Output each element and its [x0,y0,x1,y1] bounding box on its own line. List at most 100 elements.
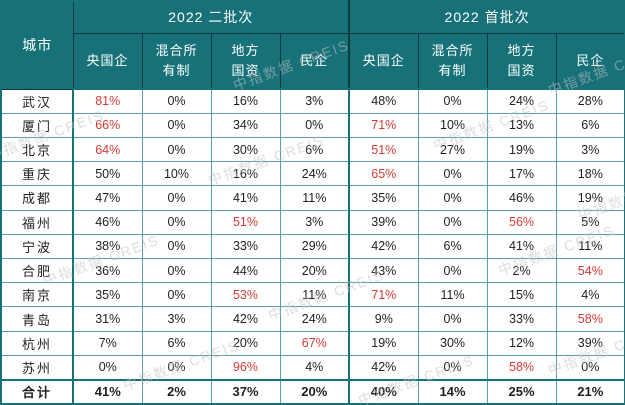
table-row: 福州 46% 0% 51% 3% 39% 0% 56% 5% [0,209,625,235]
value-cell: 0% [417,258,488,284]
group-header-second-batch: 2022 二批次 [72,0,350,34]
table-row: 青岛 31% 3% 42% 24% 9% 0% 33% 58% [0,306,625,332]
city-cell: 武汉 [0,88,74,114]
value-cell: 66% [72,112,143,138]
total-label-cell: 合计 [0,378,74,405]
value-cell: 71% [348,282,419,308]
value-cell: 65% [348,161,419,187]
value-cell: 31% [72,306,143,332]
value-cell: 53% [210,282,281,308]
value-cell: 20% [279,258,350,284]
group-header-row: 城市 2022 二批次 2022 首批次 [0,0,625,90]
value-cell: 12% [486,330,557,356]
value-cell: 0% [141,209,212,235]
value-cell: 2% [141,378,212,405]
value-cell: 41% [72,378,143,405]
table-row: 成都 47% 0% 41% 11% 35% 0% 46% 19% [0,185,625,211]
city-cell: 宁波 [0,233,74,260]
city-cell: 成都 [0,185,74,211]
value-cell: 14% [417,378,488,405]
city-cell: 杭州 [0,330,74,356]
value-cell: 0% [555,354,625,381]
city-cell: 青岛 [0,306,74,332]
value-cell: 46% [72,209,143,235]
value-cell: 67% [279,330,350,356]
sub-header-row: 央国企 混合所 有制 地方 国资 民企 央国企 混合所 有制 地方 国资 民企 [1,32,625,90]
value-cell: 20% [279,378,350,405]
value-cell: 30% [210,136,281,163]
value-cell: 4% [279,354,350,381]
value-cell: 33% [210,233,281,260]
value-cell: 19% [348,330,419,356]
value-cell: 34% [210,112,281,138]
total-row: 合计 41% 2% 37% 20% 40% 14% 25% 21% [0,378,625,405]
value-cell: 6% [279,136,350,163]
table-row: 合肥 36% 0% 44% 20% 43% 0% 2% 54% [0,258,625,284]
value-cell: 0% [72,354,143,381]
table-row: 武汉 81% 0% 16% 3% 48% 0% 24% 28% [0,88,625,114]
value-cell: 7% [72,330,143,356]
city-cell: 重庆 [0,161,74,187]
value-cell: 28% [555,88,625,114]
table-row: 苏州 0% 0% 96% 4% 42% 0% 58% 0% [0,354,625,381]
value-cell: 0% [141,136,212,163]
value-cell: 6% [555,112,625,138]
value-cell: 10% [417,112,488,138]
value-cell: 4% [555,282,625,308]
value-cell: 71% [348,112,419,138]
value-cell: 0% [417,185,488,211]
value-cell: 19% [486,136,557,163]
value-cell: 58% [555,306,625,332]
value-cell: 29% [279,233,350,260]
table-row: 宁波 38% 0% 33% 29% 42% 6% 41% 11% [0,233,625,260]
value-cell: 0% [279,112,350,138]
city-cell: 北京 [0,136,74,163]
value-cell: 0% [417,354,488,381]
value-cell: 38% [72,233,143,260]
value-cell: 0% [141,88,212,114]
value-cell: 0% [141,233,212,260]
value-cell: 11% [279,185,350,211]
value-cell: 24% [279,161,350,187]
value-cell: 54% [555,258,625,284]
value-cell: 39% [555,330,625,356]
value-cell: 42% [348,354,419,381]
value-cell: 58% [486,354,557,381]
table-header: 城市 2022 二批次 2022 首批次 央国企 混合所 有制 地方 国资 民企… [0,0,625,90]
subheader-mixed-ownership: 混合所 有制 [141,32,212,90]
value-cell: 41% [210,185,281,211]
value-cell: 3% [279,88,350,114]
subheader-private: 民企 [279,32,350,90]
city-cell: 苏州 [0,354,74,381]
value-cell: 35% [348,185,419,211]
table-row: 杭州 7% 6% 20% 67% 19% 30% 12% 39% [0,330,625,356]
value-cell: 40% [348,378,419,405]
city-column-header: 城市 [0,0,74,90]
value-cell: 48% [348,88,419,114]
subheader-central-soe: 央国企 [72,32,143,90]
value-cell: 64% [72,136,143,163]
value-cell: 39% [348,209,419,235]
value-cell: 0% [141,185,212,211]
value-cell: 0% [417,306,488,332]
value-cell: 10% [141,161,212,187]
value-cell: 41% [486,233,557,260]
value-cell: 44% [210,258,281,284]
subheader-private: 民企 [555,32,625,90]
value-cell: 11% [279,282,350,308]
subheader-mixed-ownership: 混合所 有制 [417,32,488,90]
value-cell: 2% [486,258,557,284]
value-cell: 96% [210,354,281,381]
value-cell: 36% [72,258,143,284]
city-cell: 南京 [0,282,74,308]
value-cell: 19% [555,185,625,211]
value-cell: 16% [210,161,281,187]
value-cell: 42% [348,233,419,260]
value-cell: 42% [210,306,281,332]
value-cell: 27% [417,136,488,163]
subheader-central-soe: 央国企 [348,32,419,90]
group-header-first-batch: 2022 首批次 [348,0,625,34]
value-cell: 37% [210,378,281,405]
table-row: 北京 64% 0% 30% 6% 51% 27% 19% 3% [0,136,625,163]
